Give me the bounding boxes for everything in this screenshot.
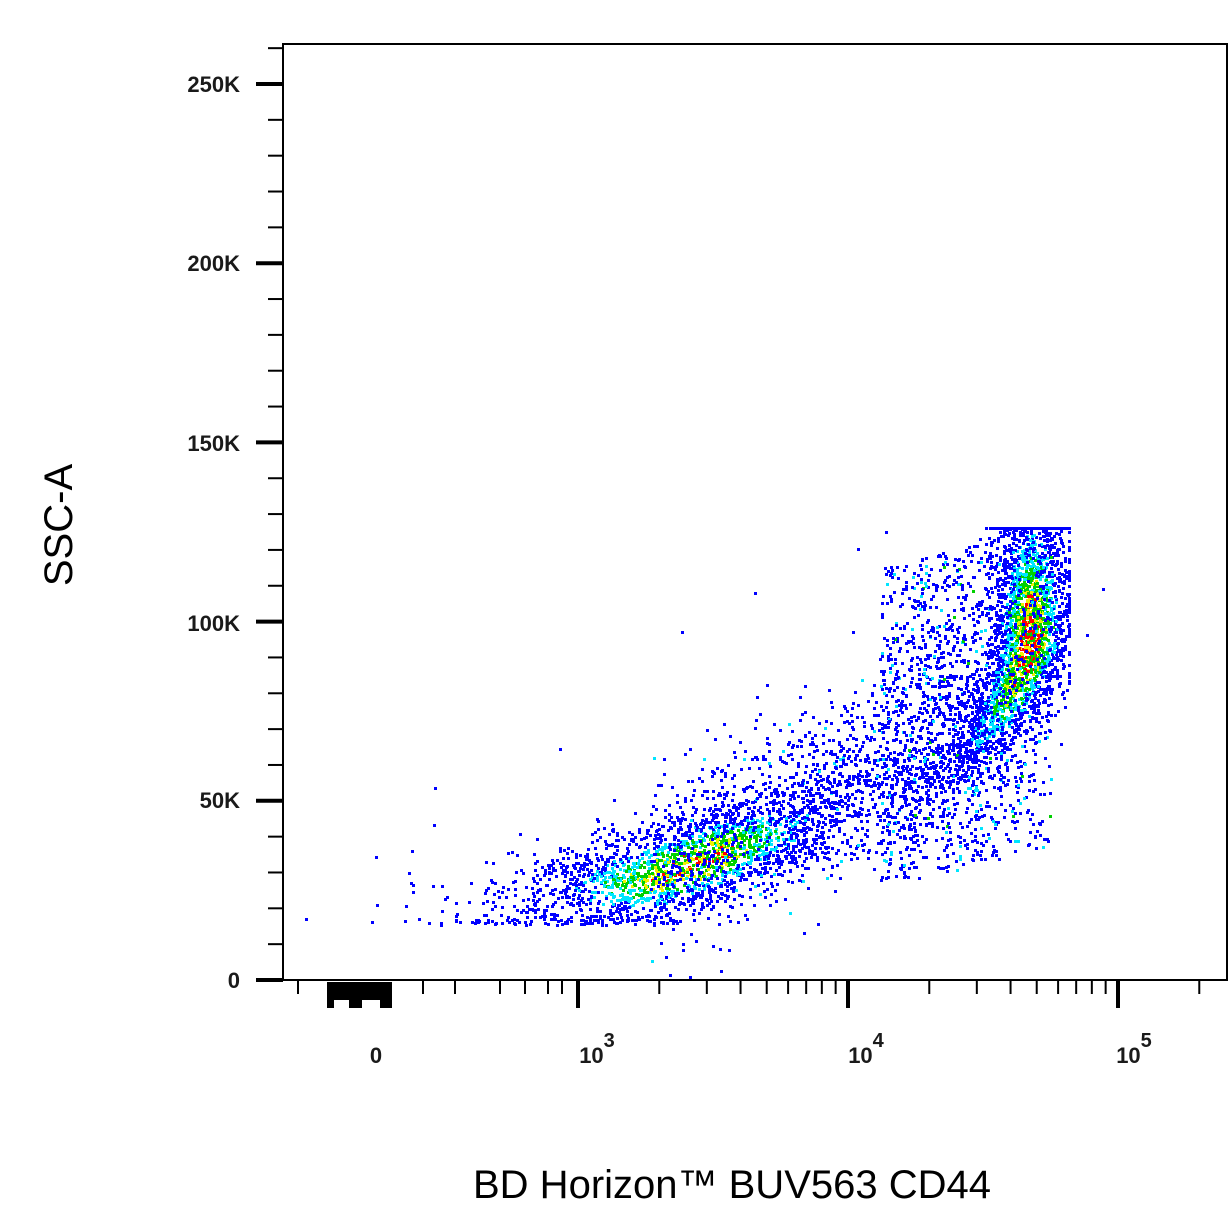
x-axis-title: BD Horizon™ BUV563 CD44 — [473, 1163, 991, 1207]
y-tick-label-250k: 250K — [187, 72, 240, 97]
event-dots — [305, 527, 1105, 979]
y-tick-label-100k: 100K — [187, 611, 240, 636]
y-tick-label-200k: 200K — [187, 251, 240, 276]
x-tick-label-0: 0 — [370, 1043, 382, 1068]
y-tick-label-150k: 150K — [187, 431, 240, 456]
x-axis — [297, 980, 1201, 1008]
y-tick-label-0: 0 — [228, 968, 240, 993]
x-tick-label-1e3: 103 — [579, 1030, 615, 1068]
x-tick-label-1e4: 104 — [848, 1030, 884, 1068]
y-tick-label-50k: 50K — [200, 788, 240, 813]
x-tick-label-1e5: 105 — [1116, 1030, 1152, 1068]
y-axis-title: SSC-A — [37, 464, 81, 587]
y-axis — [256, 47, 283, 982]
